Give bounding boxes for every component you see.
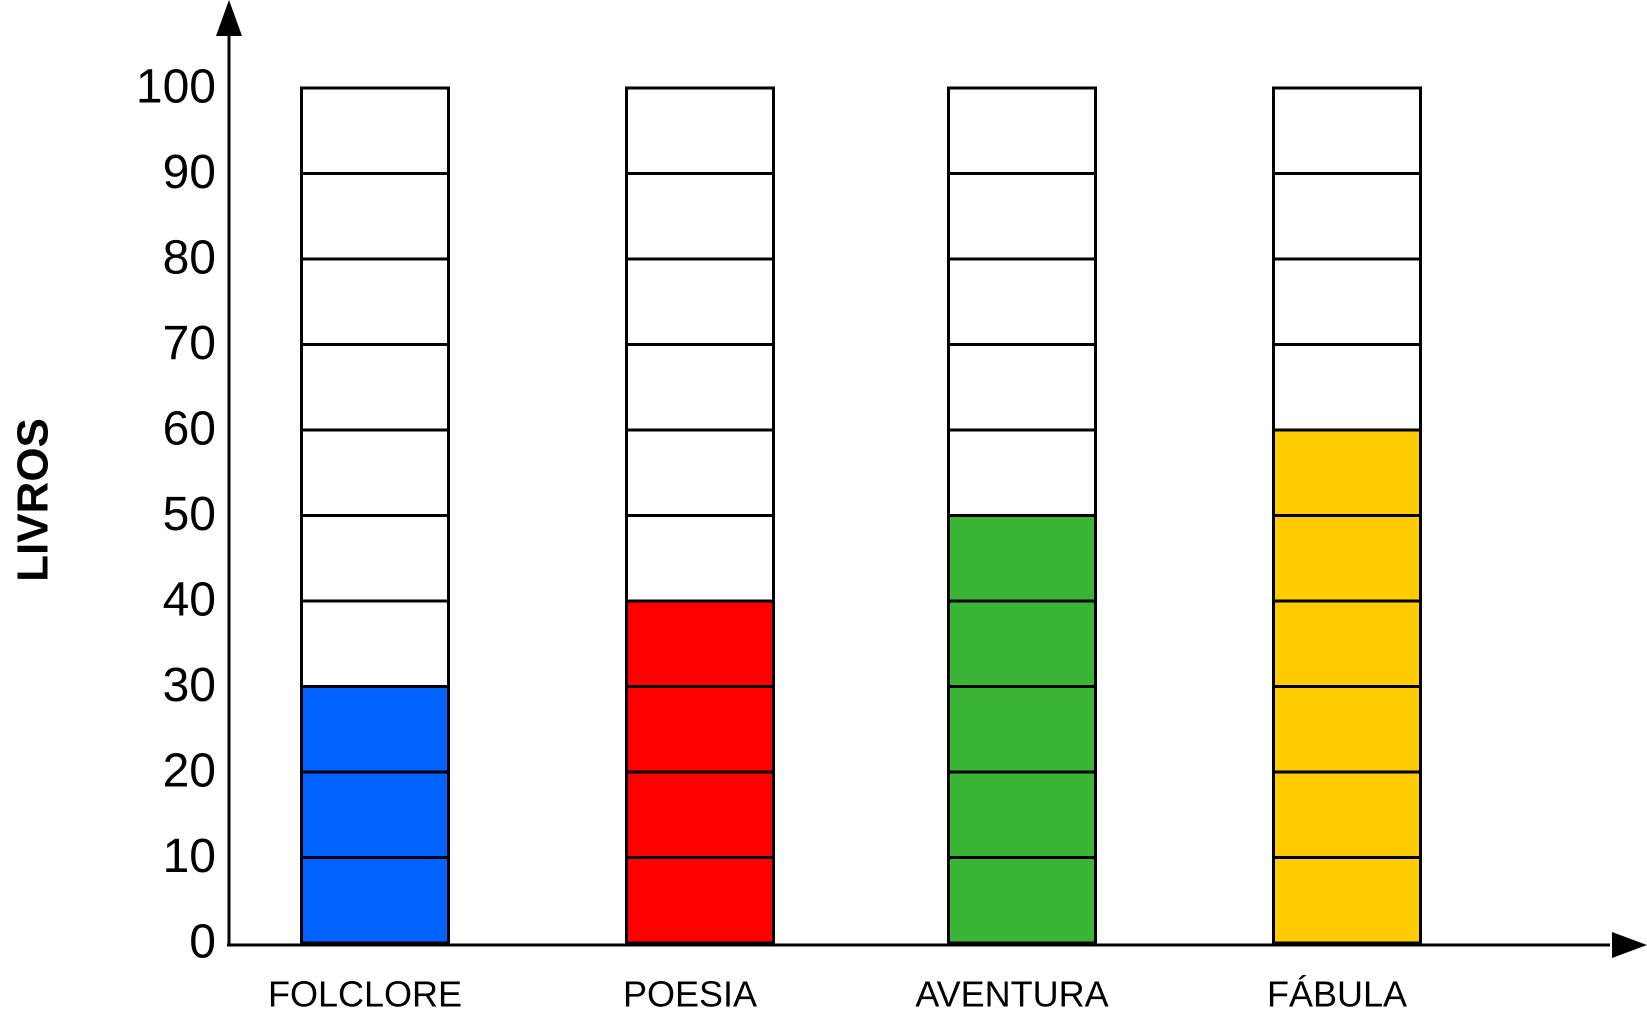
x-tick-label: FÁBULA xyxy=(1267,974,1407,1015)
bar xyxy=(948,515,1096,943)
x-axis-arrow xyxy=(1612,932,1647,958)
x-tick-label: AVENTURA xyxy=(915,974,1108,1015)
bar-outline xyxy=(947,86,1097,945)
x-tick-label: FOLCLORE xyxy=(268,974,462,1015)
y-tick-label: 90 xyxy=(163,146,216,199)
y-tick-label: 10 xyxy=(163,830,216,883)
bar-outline xyxy=(1272,86,1422,945)
bar xyxy=(301,686,449,943)
y-tick-label: 40 xyxy=(163,574,216,627)
bar-outline xyxy=(300,86,450,945)
x-tick-label: POESIA xyxy=(623,974,757,1015)
y-axis-arrow xyxy=(216,0,242,36)
y-tick-label: 30 xyxy=(163,659,216,712)
y-tick-label: 60 xyxy=(163,403,216,456)
plot-area xyxy=(300,86,1422,945)
y-tick-label: 80 xyxy=(163,232,216,285)
y-tick-label: 70 xyxy=(163,317,216,370)
y-tick-label: 100 xyxy=(136,61,216,114)
y-axis-label: LIVROS xyxy=(9,418,58,582)
y-tick-label: 0 xyxy=(189,916,216,969)
y-tick-label: 20 xyxy=(163,745,216,798)
y-tick-label: 50 xyxy=(163,488,216,541)
bar-outline xyxy=(625,86,775,945)
